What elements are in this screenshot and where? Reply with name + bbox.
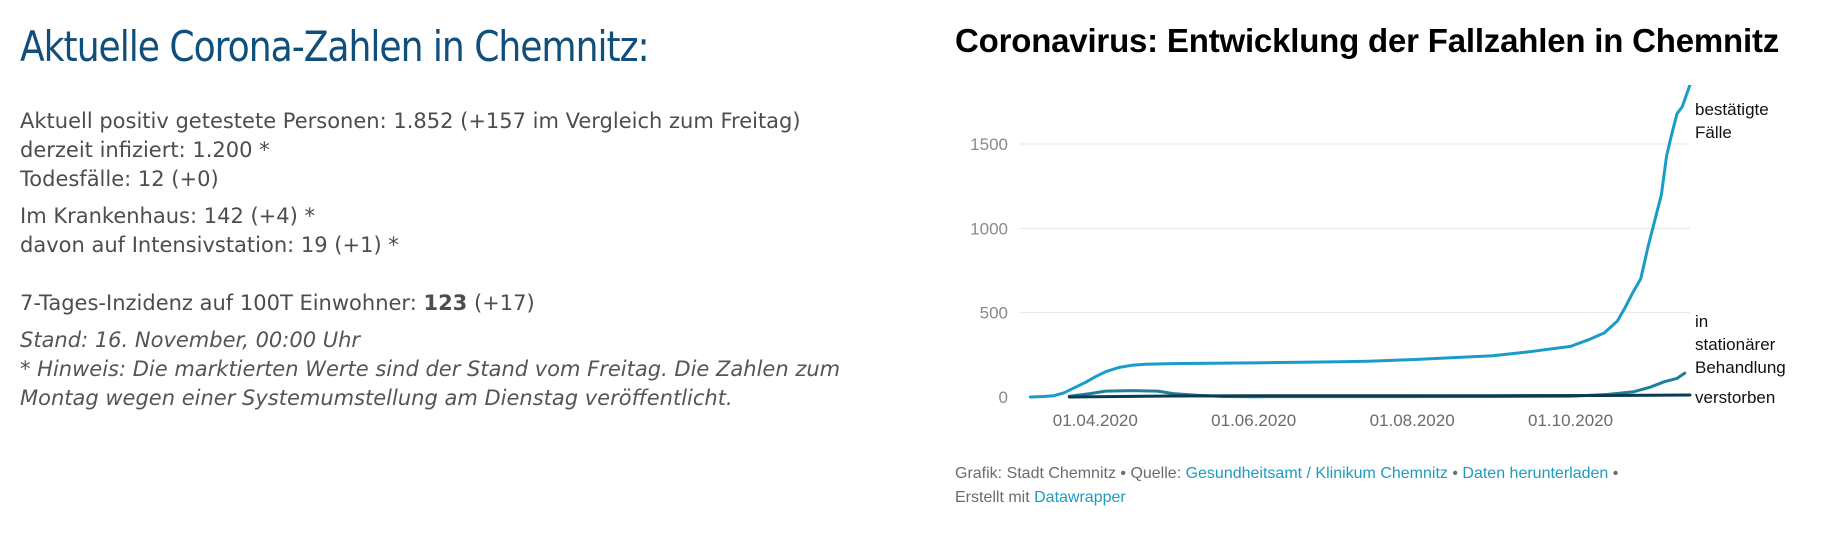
currently-infected: derzeit infiziert: 1.200 * xyxy=(20,138,270,162)
x-tick-label: 01.10.2020 xyxy=(1528,411,1613,430)
page-title: Aktuelle Corona-Zahlen in Chemnitz: xyxy=(20,22,650,71)
incidence-change: (+17) xyxy=(467,291,535,315)
positive-tested: Aktuell positiv getestete Personen: 1.85… xyxy=(20,109,801,133)
incidence: 7-Tages-Inzidenz auf 100T Einwohner: 123… xyxy=(20,289,900,318)
footer-created: Erstellt mit xyxy=(955,489,1035,506)
source-link[interactable]: Gesundheitsamt / Klinikum Chemnitz xyxy=(1185,465,1448,482)
y-tick-label: 1000 xyxy=(970,219,1008,238)
hospitalized: Im Krankenhaus: 142 (+4) * xyxy=(20,204,316,228)
x-tick-label: 01.04.2020 xyxy=(1053,411,1138,430)
label-cases: bestätigte xyxy=(1695,100,1769,119)
label-deaths: verstorben xyxy=(1695,388,1775,407)
footer-credit: Grafik: Stadt Chemnitz • Quelle: xyxy=(955,465,1186,482)
x-tick-label: 01.08.2020 xyxy=(1370,411,1455,430)
incidence-label: 7-Tages-Inzidenz auf 100T Einwohner: xyxy=(20,291,424,315)
cases-line-chart: 0 500 1000 1500 01.04.2020 01.06.2020 01.08.20… xyxy=(970,85,1785,430)
series-line-3 xyxy=(1067,393,1692,399)
intensive-care: davon auf Intensivstation: 19 (+1) * xyxy=(20,233,399,257)
label-hospital: stationärer xyxy=(1695,335,1776,354)
footer-separator: • xyxy=(1447,465,1463,482)
label-hospital: in xyxy=(1695,312,1708,331)
label-hospital: Behandlung xyxy=(1695,358,1785,377)
series-line-1 xyxy=(1028,85,1692,399)
incidence-value: 123 xyxy=(423,291,468,315)
note-line-2: Montag wegen einer Systemumstellung am D… xyxy=(20,386,733,410)
datawrapper-link[interactable]: Datawrapper xyxy=(1034,489,1126,506)
y-tick-label: 0 xyxy=(999,388,1008,407)
footer-separator: • xyxy=(1608,465,1619,482)
chart-footer: Grafik: Stadt Chemnitz • Quelle: Gesundh… xyxy=(955,462,1715,510)
deaths: Todesfälle: 12 (+0) xyxy=(20,167,219,191)
x-tick-label: 01.06.2020 xyxy=(1211,411,1296,430)
stand-date: Stand: 16. November, 00:00 Uhr xyxy=(20,328,361,352)
stats-block: Aktuell positiv getestete Personen: 1.85… xyxy=(20,107,900,413)
note-line-1: * Hinweis: Die marktierten Werte sind de… xyxy=(20,357,841,381)
download-data-link[interactable]: Daten herunterladen xyxy=(1462,465,1609,482)
y-tick-label: 500 xyxy=(980,304,1008,323)
summary-panel: Aktuelle Corona-Zahlen in Chemnitz: Aktu… xyxy=(20,22,900,413)
series-line-2 xyxy=(1067,371,1687,399)
label-cases: Fälle xyxy=(1695,123,1732,142)
y-tick-label: 1500 xyxy=(970,135,1008,154)
chart-title: Coronavirus: Entwicklung der Fallzahlen … xyxy=(955,22,1780,59)
